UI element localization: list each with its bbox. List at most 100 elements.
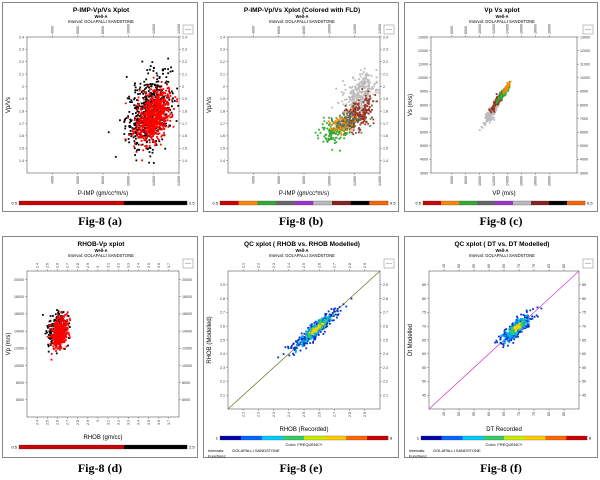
colorbar-segment <box>103 445 125 449</box>
data-point <box>316 325 319 328</box>
data-point <box>149 68 151 71</box>
data-point <box>368 85 371 87</box>
data-point <box>58 338 61 341</box>
data-point <box>149 104 152 107</box>
data-point <box>356 113 359 116</box>
data-point <box>497 335 500 338</box>
data-point <box>129 125 131 127</box>
data-point <box>365 99 368 102</box>
colorbar-segment <box>166 201 188 205</box>
data-point <box>136 134 138 137</box>
data-point <box>503 332 506 335</box>
data-point <box>333 310 336 313</box>
data-point <box>337 126 340 129</box>
data-point <box>493 119 496 121</box>
data-point <box>128 141 130 144</box>
data-point <box>495 102 498 105</box>
data-point <box>65 336 68 338</box>
data-point <box>142 128 145 131</box>
data-point <box>156 122 158 125</box>
colorbar-segment <box>332 201 351 205</box>
data-point <box>495 99 498 102</box>
data-point <box>367 92 370 95</box>
data-point <box>62 338 65 341</box>
data-point <box>526 314 529 317</box>
data-point <box>303 342 305 345</box>
data-point <box>147 84 150 87</box>
data-point <box>151 121 154 124</box>
data-point <box>161 138 164 141</box>
data-point <box>363 78 366 81</box>
data-point <box>520 313 523 316</box>
data-point <box>144 105 147 108</box>
y-tick-label-right: 2.3 <box>383 366 388 370</box>
data-point <box>343 109 346 112</box>
data-point <box>148 109 151 112</box>
data-point <box>329 132 332 134</box>
chart-title: RHOB-Vp xplot <box>78 241 126 248</box>
y-tick-label-right: 1.8 <box>182 109 187 113</box>
data-point <box>328 313 331 316</box>
data-point <box>56 339 59 342</box>
data-point <box>350 112 353 115</box>
data-point <box>56 325 58 328</box>
x-tick-label: 75 <box>532 412 536 416</box>
data-point <box>124 102 127 105</box>
y-tick-label-right: 45 <box>582 394 586 398</box>
data-point <box>142 126 144 129</box>
data-point <box>503 339 506 342</box>
data-point <box>153 99 156 101</box>
y-tick-label: 10000 <box>14 364 24 368</box>
data-point <box>166 95 169 98</box>
data-point <box>146 123 149 126</box>
data-point <box>65 345 68 348</box>
data-point <box>168 107 171 109</box>
data-point <box>352 91 355 94</box>
data-point <box>66 327 69 329</box>
data-point <box>354 114 357 117</box>
x-tick-label: 10000 <box>328 176 332 186</box>
data-point <box>367 109 370 111</box>
data-point <box>499 91 502 94</box>
data-point <box>522 323 525 326</box>
x-tick-label-top: 3.6 <box>157 263 161 268</box>
data-point <box>307 332 309 335</box>
x-tick-label: 10000 <box>478 176 482 186</box>
data-point <box>139 82 142 85</box>
data-point <box>337 133 339 136</box>
data-point <box>161 134 164 137</box>
data-point <box>134 135 137 138</box>
data-point <box>506 337 509 340</box>
data-point <box>508 336 511 338</box>
colorbar-max-label: 2.5 <box>189 444 195 449</box>
data-point <box>334 139 336 142</box>
data-point <box>348 96 350 98</box>
y-tick-label: 1.4 <box>220 159 225 163</box>
data-point <box>493 107 495 110</box>
data-point <box>151 127 153 130</box>
data-point <box>147 83 149 86</box>
data-point <box>142 122 145 125</box>
data-point <box>145 139 148 142</box>
data-point <box>158 107 160 110</box>
data-point <box>53 319 56 322</box>
data-point <box>149 117 151 120</box>
data-point <box>354 125 357 127</box>
data-point <box>346 108 349 111</box>
data-point <box>148 146 151 149</box>
data-point <box>169 92 171 95</box>
data-point <box>148 122 150 124</box>
data-point <box>160 123 162 126</box>
data-point <box>365 78 368 81</box>
data-point <box>148 161 151 164</box>
y-tick-label: 9000 <box>420 90 428 94</box>
data-point <box>54 313 57 316</box>
data-point <box>522 314 525 316</box>
data-point <box>327 310 330 313</box>
data-point <box>149 65 152 67</box>
data-point <box>57 330 60 333</box>
data-point <box>334 128 337 130</box>
data-point <box>136 133 139 135</box>
data-point <box>162 92 165 94</box>
data-point <box>151 61 154 64</box>
